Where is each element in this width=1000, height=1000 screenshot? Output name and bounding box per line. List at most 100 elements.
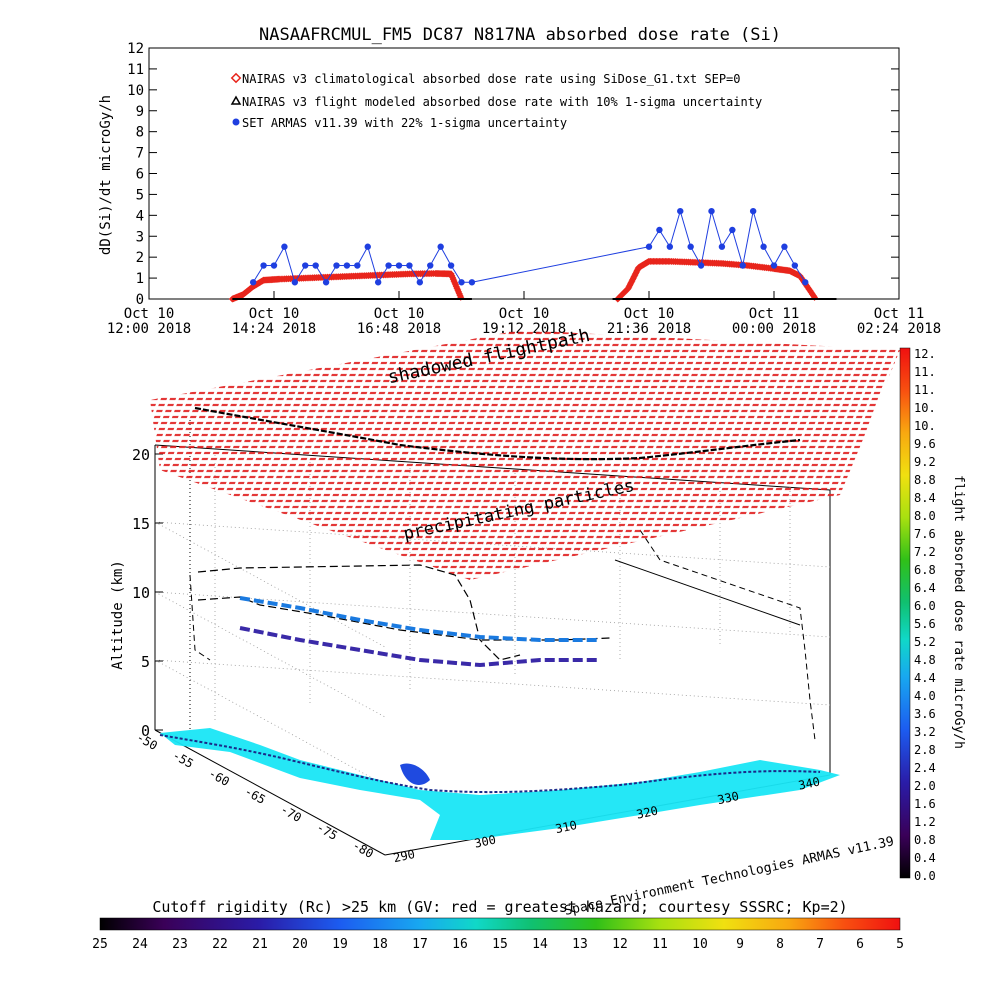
y-tick-label: 10 <box>127 83 144 99</box>
rigidity-ticks: 25 24 23 22 21 20 19 18 17 16 15 14 13 12 11 10 9 8 7 6 5 <box>92 937 904 952</box>
y-tick-label: 3 <box>136 229 144 245</box>
rigidity-tick-label: 25 <box>92 937 108 952</box>
y-tick-label: 8 <box>136 125 144 141</box>
rigidity-tick-label: 6 <box>856 937 864 952</box>
colorbar-tick-label: 0.0 <box>914 869 936 883</box>
colorbar-tick-label: 2.0 <box>914 779 936 793</box>
altitude-tick-label: 0 <box>141 722 150 740</box>
colorbar-tick-label: 11. <box>914 383 936 397</box>
track-dose-upper <box>239 596 600 642</box>
rigidity-tick-label: 16 <box>452 937 468 952</box>
rigidity-tick-label: 9 <box>736 937 744 952</box>
rigidity-colorbar: Cutoff rigidity (Rc) >25 km (GV: red = g… <box>92 898 904 952</box>
flight-tracks <box>189 529 816 741</box>
longitude-tick-label: 340 <box>797 774 821 792</box>
data-point-connector <box>783 246 796 266</box>
rigidity-tick-label: 22 <box>212 937 228 952</box>
data-point-connector <box>752 211 765 247</box>
data-point-connector <box>742 211 754 266</box>
colorbar-tick-label: 0.4 <box>914 851 936 865</box>
rigidity-label: Cutoff rigidity (Rc) >25 km (GV: red = g… <box>152 898 847 916</box>
x-tick-label: 14:24 2018 <box>232 321 316 337</box>
latitude-tick-label: -70 <box>278 802 304 825</box>
colorbar-tick-label: 6.4 <box>914 581 936 595</box>
data-point <box>406 262 413 269</box>
x-tick-label: Oct 10 <box>499 306 550 322</box>
longitude-tick-label: 300 <box>473 832 497 850</box>
data-point <box>416 279 424 286</box>
coastline <box>159 734 821 794</box>
altitude-tick-label: 5 <box>141 653 150 671</box>
data-point-connector <box>429 246 442 266</box>
track-dose-lower <box>239 626 600 668</box>
rigidity-tick-label: 15 <box>492 937 508 952</box>
y-tick-label: 4 <box>136 208 144 224</box>
colorbar-tick-label: 1.2 <box>914 815 936 829</box>
data-point <box>447 262 455 269</box>
data-point-connector <box>294 265 306 283</box>
rigidity-tick-label: 19 <box>332 937 348 952</box>
altitude-tick-label: 20 <box>132 446 150 464</box>
data-point-connector <box>648 229 660 247</box>
data-point <box>281 243 288 250</box>
colorbar-tick-label: 8.4 <box>914 491 936 505</box>
y-tick-label: 12 <box>127 41 144 57</box>
rigidity-tick-label: 11 <box>652 937 668 952</box>
precip-grid <box>150 330 900 580</box>
track-right-solid <box>614 559 801 626</box>
colorbar-tick-label: 2.8 <box>914 743 936 757</box>
data-point-connector <box>731 229 744 266</box>
rigidity-tick-label: 20 <box>292 937 308 952</box>
legend-label: SET ARMAS v11.39 with 22% 1-sigma uncert… <box>242 116 567 130</box>
colorbar-tick-label: 7.2 <box>914 545 936 559</box>
rigidity-tick-label: 21 <box>252 937 268 952</box>
colorbar-gradient <box>899 347 911 879</box>
rigidity-tick-label: 24 <box>132 937 148 952</box>
data-point <box>802 279 809 286</box>
colorbar-tick-label: 8.0 <box>914 509 936 523</box>
x-tick-label: Oct 11 <box>749 306 800 322</box>
y-tick-label: 2 <box>136 250 144 266</box>
data-point <box>312 262 319 269</box>
colorbar-tick-label: 6.0 <box>914 599 936 613</box>
landmass-fill <box>160 728 840 840</box>
data-point <box>437 243 444 250</box>
altitude-ticks: 0 5 10 15 20 <box>132 446 163 740</box>
triangle-marker-icon <box>230 95 242 105</box>
colorbar-tick-label: 11. <box>914 365 936 379</box>
rigidity-tick-label: 7 <box>816 937 824 952</box>
y-tick-label: 9 <box>136 104 144 120</box>
rigidity-tick-label: 17 <box>412 937 428 952</box>
colorbar-tick-label: 4.8 <box>914 653 936 667</box>
colorbar-tick-label: 6.8 <box>914 563 936 577</box>
longitude-ticks: 290 300 310 320 330 340 <box>392 774 821 865</box>
latitude-tick-label: -55 <box>170 748 196 771</box>
colorbar-tick-label: 9.6 <box>914 437 936 451</box>
latitude-tick-label: -75 <box>314 820 340 843</box>
dot-marker-icon <box>232 118 240 126</box>
colorbar-tick-label: 8.8 <box>914 473 936 487</box>
latitude-tick-label: -65 <box>242 784 268 807</box>
diamond-marker-icon <box>230 72 242 84</box>
y-axis-label: dD(Si)/dt microGy/h <box>98 95 114 255</box>
data-point-connector <box>450 265 462 283</box>
colorbar-tick-label: 5.2 <box>914 635 936 649</box>
colorbar-tick-label: 4.4 <box>914 671 936 685</box>
data-point-connector <box>471 246 650 283</box>
data-point-connector <box>440 246 452 266</box>
legend-item-flight-model: NAIRAS v3 flight modeled absorbed dose r… <box>230 95 762 109</box>
data-point-connector <box>700 211 712 266</box>
x-tick-label: Oct 10 <box>124 306 175 322</box>
data-point-connector <box>419 265 431 283</box>
colorbar-tick-label: 10. <box>914 401 936 415</box>
colorbar-label: flight absorbed dose rate microGy/h <box>951 475 966 749</box>
y-tick-label: 11 <box>127 62 144 78</box>
x-tick-label: Oct 10 <box>374 306 425 322</box>
x-tick-label: 02:24 2018 <box>857 321 941 337</box>
y-tick-label: 6 <box>136 167 144 183</box>
data-point-connector <box>252 265 265 283</box>
precipitation-layer: shadowed flightpath precipitating partic… <box>150 325 900 580</box>
colorbar-tick-label: 1.6 <box>914 797 936 811</box>
data-point <box>468 279 476 286</box>
